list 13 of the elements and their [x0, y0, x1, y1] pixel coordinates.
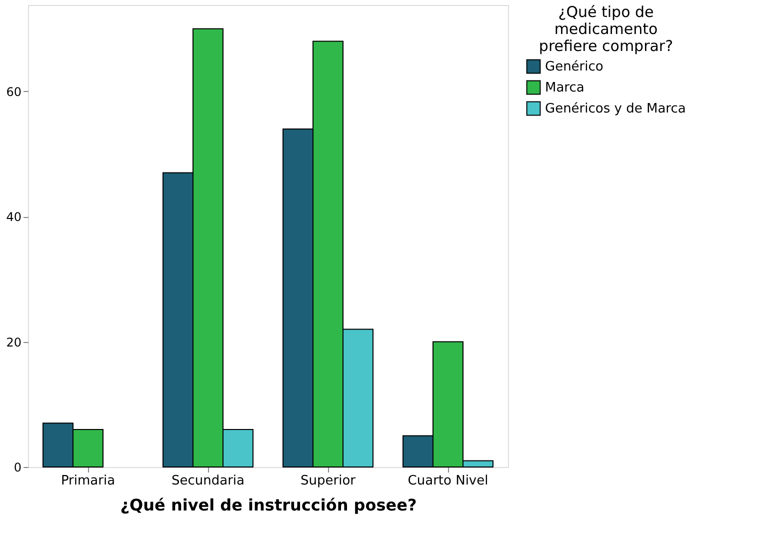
x-axis-title: ¿Qué nivel de instrucción posee? [120, 496, 417, 514]
x-tick-label: Secundaria [171, 474, 245, 488]
legend-title: ¿Qué tipo de medicamento prefiere comprar? [538, 3, 674, 55]
x-tick-label: Superior [300, 474, 356, 488]
x-tick-label: Cuarto Nivel [408, 474, 488, 488]
y-tick-label: 0 [14, 460, 22, 474]
y-tick-label: 20 [6, 335, 22, 350]
legend-label: Genérico [545, 60, 604, 74]
legend-label: Marca [545, 80, 584, 96]
y-tick-label: 60 [6, 84, 22, 99]
x-tick-label: Primaria [60, 474, 116, 488]
y-tick-label: 40 [6, 210, 22, 224]
legend-label: Genéricos y de Marca [545, 102, 686, 116]
